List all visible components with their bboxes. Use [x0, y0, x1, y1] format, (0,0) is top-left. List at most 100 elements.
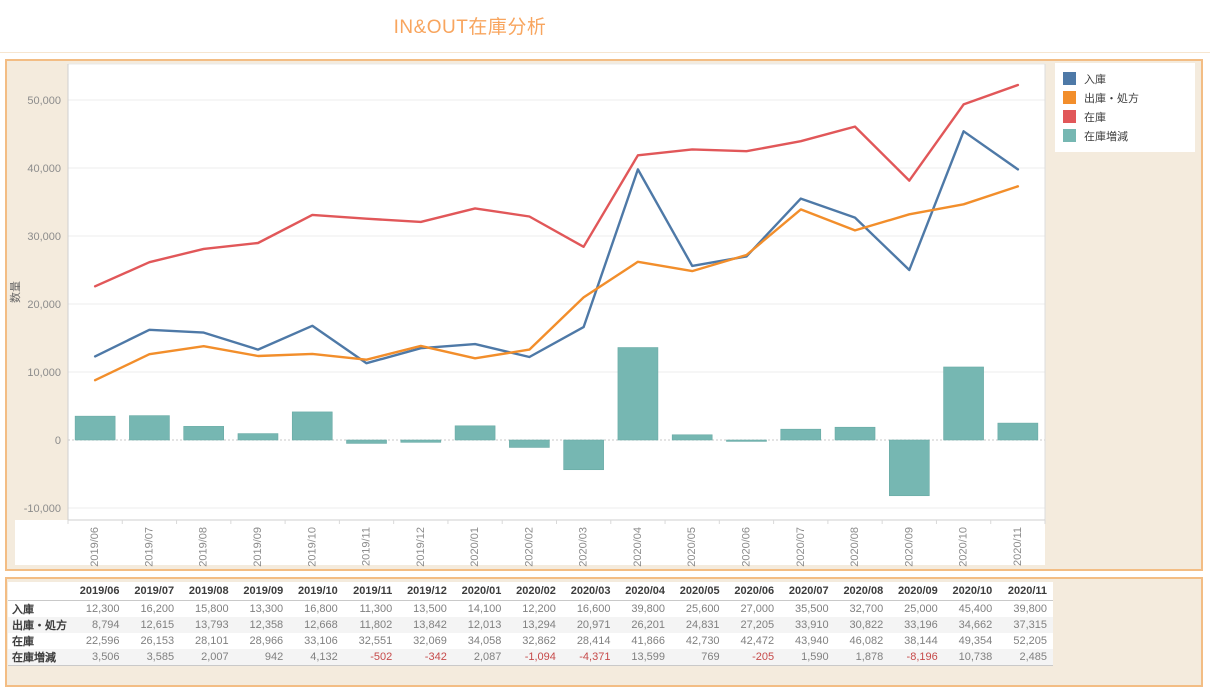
- chart-line-3[interactable]: [93, 83, 1020, 288]
- table-cell: 38,144: [904, 634, 938, 647]
- table-cell: 12,668: [304, 618, 338, 631]
- table-cell: 4,132: [289, 648, 344, 666]
- column-header: 2019/10: [289, 582, 344, 601]
- table-cell: 45,400: [958, 602, 993, 615]
- chart-line-2[interactable]: [93, 185, 1020, 382]
- table-cell: 13,500: [413, 602, 447, 615]
- table-cell: 14,100: [467, 602, 502, 615]
- x-tick-label: 2020/08: [849, 527, 861, 567]
- table-cell: 49,354: [958, 634, 993, 647]
- chart-bar[interactable]: [400, 439, 442, 443]
- table-cell: 10,738: [943, 648, 999, 666]
- table-cell: 11,802: [359, 618, 393, 631]
- table-cell: 12,013: [467, 618, 502, 631]
- column-header: 2020/03: [561, 582, 617, 601]
- chart-bar[interactable]: [889, 439, 930, 497]
- legend-item-3[interactable]: 在庫: [1063, 107, 1187, 126]
- y-tick-label: -10,000: [24, 503, 61, 515]
- bar-series: [74, 347, 1039, 497]
- chart-bar[interactable]: [74, 415, 116, 441]
- legend-label: 出庫・処方: [1084, 92, 1139, 105]
- column-header: 2020/08: [834, 582, 890, 601]
- table-cell: 12,200: [522, 602, 556, 615]
- chart-bar[interactable]: [780, 428, 822, 441]
- x-tick-label: 2019/11: [361, 527, 373, 566]
- column-header: 2020/11: [998, 582, 1053, 601]
- row-label: 入庫: [12, 603, 34, 616]
- legend-label: 在庫: [1084, 111, 1106, 124]
- table-cell: 769: [671, 648, 726, 666]
- table-cell: 30,822: [849, 618, 884, 631]
- chart-bar[interactable]: [943, 366, 984, 441]
- table-cell: 8,794: [92, 618, 120, 631]
- legend-item-4[interactable]: 在庫増減: [1063, 126, 1187, 145]
- table-cell: 26,153: [140, 634, 175, 647]
- table-cell: 20,971: [576, 618, 611, 631]
- column-header: 2020/09: [889, 582, 944, 601]
- x-tick-label: 2020/11: [1012, 527, 1024, 566]
- x-tick-label: 2020/04: [632, 527, 644, 567]
- table-cell: 41,866: [631, 634, 666, 647]
- chart-bar[interactable]: [509, 439, 550, 448]
- chart-legend: 入庫出庫・処方在庫在庫増減: [1055, 63, 1195, 152]
- table-cell: 13,300: [249, 602, 284, 615]
- x-tick-label: 2020/10: [958, 527, 970, 567]
- table-cell: 26,201: [631, 618, 666, 631]
- chart-bar[interactable]: [346, 439, 387, 444]
- chart-bar[interactable]: [129, 415, 170, 441]
- y-tick-label: 50,000: [27, 95, 61, 107]
- table-cell: 34,662: [958, 618, 993, 631]
- chart-line-1[interactable]: [93, 130, 1020, 365]
- table-cell: 35,500: [795, 602, 829, 615]
- x-tick-label: 2019/12: [415, 527, 427, 567]
- chart-bar[interactable]: [671, 434, 713, 441]
- table-cell: 32,069: [413, 634, 447, 647]
- column-header: 2020/01: [452, 582, 508, 601]
- table-cell: 27,000: [740, 602, 775, 615]
- table-cell: 39,800: [1013, 602, 1047, 615]
- x-tick-label: 2020/03: [578, 527, 590, 567]
- x-tick-label: 2019/06: [89, 527, 101, 567]
- table-cell: 12,358: [249, 618, 284, 631]
- chart-bar[interactable]: [183, 426, 224, 441]
- y-tick-label: 10,000: [27, 367, 61, 379]
- table-cell: 52,205: [1013, 634, 1047, 647]
- table-cell: 1,590: [780, 648, 835, 666]
- table-cell: 16,800: [304, 602, 338, 615]
- chart-bar[interactable]: [726, 439, 767, 442]
- x-tick-label: 2020/05: [686, 527, 698, 567]
- legend-item-1[interactable]: 入庫: [1063, 69, 1187, 88]
- row-label: 在庫: [12, 635, 34, 648]
- chart-bar[interactable]: [617, 347, 659, 441]
- x-tick-label: 2020/02: [523, 527, 535, 567]
- legend-swatch: [1063, 110, 1076, 123]
- table-cell: 32,700: [849, 602, 884, 615]
- table-cell: -8,196: [889, 648, 944, 666]
- table-cell: 28,414: [576, 634, 611, 647]
- table-corner-cell: [8, 582, 71, 601]
- table-cell: 12,615: [140, 618, 175, 631]
- table-cell: 42,730: [685, 634, 720, 647]
- chart-bar[interactable]: [237, 433, 279, 441]
- table-cell: 942: [234, 648, 290, 666]
- column-header: 2020/10: [943, 582, 999, 601]
- x-tick-label: 2020/06: [740, 527, 752, 567]
- column-header: 2020/04: [616, 582, 672, 601]
- chart-bar[interactable]: [454, 425, 496, 441]
- chart-bar[interactable]: [291, 411, 333, 441]
- table-cell: 33,196: [904, 618, 938, 631]
- table-row: 入庫 12,300 16,200 15,800 13,300 16,800 11,300 13…: [8, 600, 1053, 617]
- chart-bar[interactable]: [997, 422, 1039, 441]
- chart-bar[interactable]: [834, 426, 876, 441]
- legend-item-2[interactable]: 出庫・処方: [1063, 88, 1187, 107]
- table-panel: 2019/06 2019/07 2019/08 2019/09 2019/10 2019/…: [5, 577, 1203, 687]
- legend-label: 入庫: [1084, 73, 1106, 86]
- table-cell: 13,842: [413, 618, 447, 631]
- column-header: 2019/06: [71, 582, 126, 601]
- column-header: 2019/08: [180, 582, 235, 601]
- x-tick-label: 2019/08: [198, 527, 210, 567]
- y-axis-title: 数量: [9, 281, 22, 303]
- table-cell: 46,082: [849, 634, 884, 647]
- chart-bar[interactable]: [563, 439, 604, 471]
- table-cell: 2,007: [180, 648, 235, 666]
